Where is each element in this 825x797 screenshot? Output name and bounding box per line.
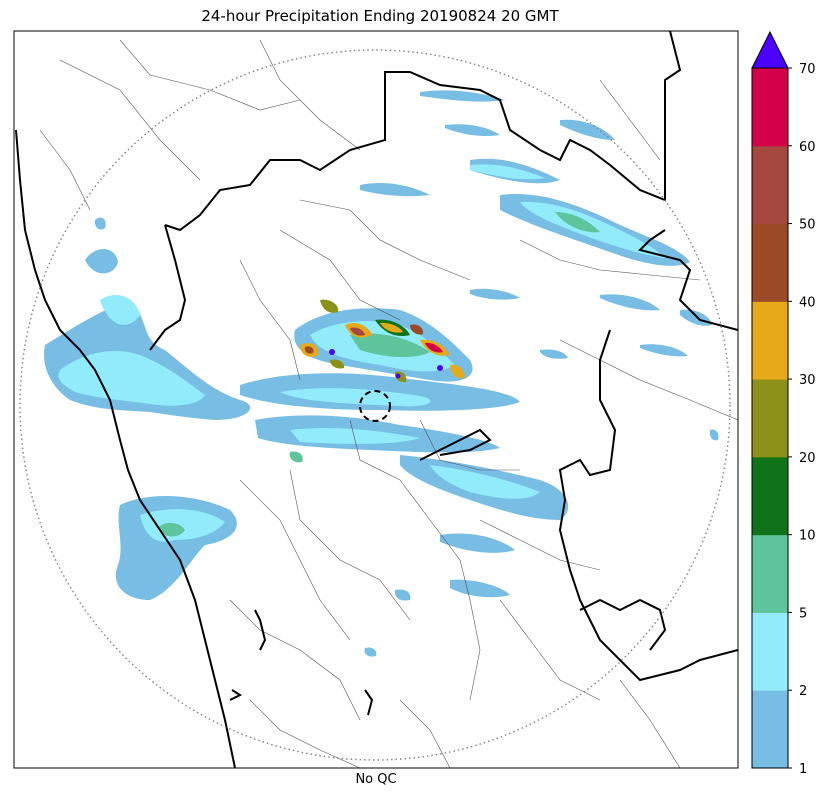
colorbar-tick-label: 50 <box>799 218 816 233</box>
range-ring <box>19 49 731 761</box>
colorbar-bin <box>752 612 788 691</box>
precipitation-field <box>44 90 719 657</box>
map-frame <box>13 30 739 769</box>
map-panel <box>14 31 738 768</box>
colorbar-bin <box>752 690 788 769</box>
colorbar-bin <box>752 223 788 302</box>
colorbar-bin <box>752 301 788 380</box>
radar-site-marker <box>359 390 391 422</box>
colorbar-tick-label: 30 <box>799 373 816 388</box>
colorbar-bin <box>752 379 788 458</box>
colorbar-tick-label: 1 <box>799 762 807 777</box>
colorbar-tick-label: 20 <box>799 451 816 466</box>
colorbar-bin <box>752 534 788 613</box>
chart-title: 24-hour Precipitation Ending 20190824 20… <box>201 7 559 25</box>
colorbar-frame <box>751 67 789 769</box>
colorbar-bin <box>752 145 788 225</box>
colorbar: 1 2 5 10 20 30 40 50 60 70 <box>751 30 816 777</box>
colorbar-extend-arrow <box>751 30 789 69</box>
colorbar-bin <box>752 456 788 536</box>
colorbar-tick-label: 2 <box>799 684 807 699</box>
colorbar-tick-label: 10 <box>799 529 816 544</box>
colorbar-bin <box>752 68 788 147</box>
colorbar-tick-label: 60 <box>799 140 816 155</box>
state-boundaries <box>15 31 738 768</box>
x-axis-label: No QC <box>355 772 397 787</box>
convective-cells <box>300 299 465 383</box>
colorbar-tick-label: 40 <box>799 295 816 310</box>
colorbar-tick-label: 70 <box>799 62 816 77</box>
district-boundaries <box>39 39 738 768</box>
colorbar-tick-label: 5 <box>799 606 807 621</box>
